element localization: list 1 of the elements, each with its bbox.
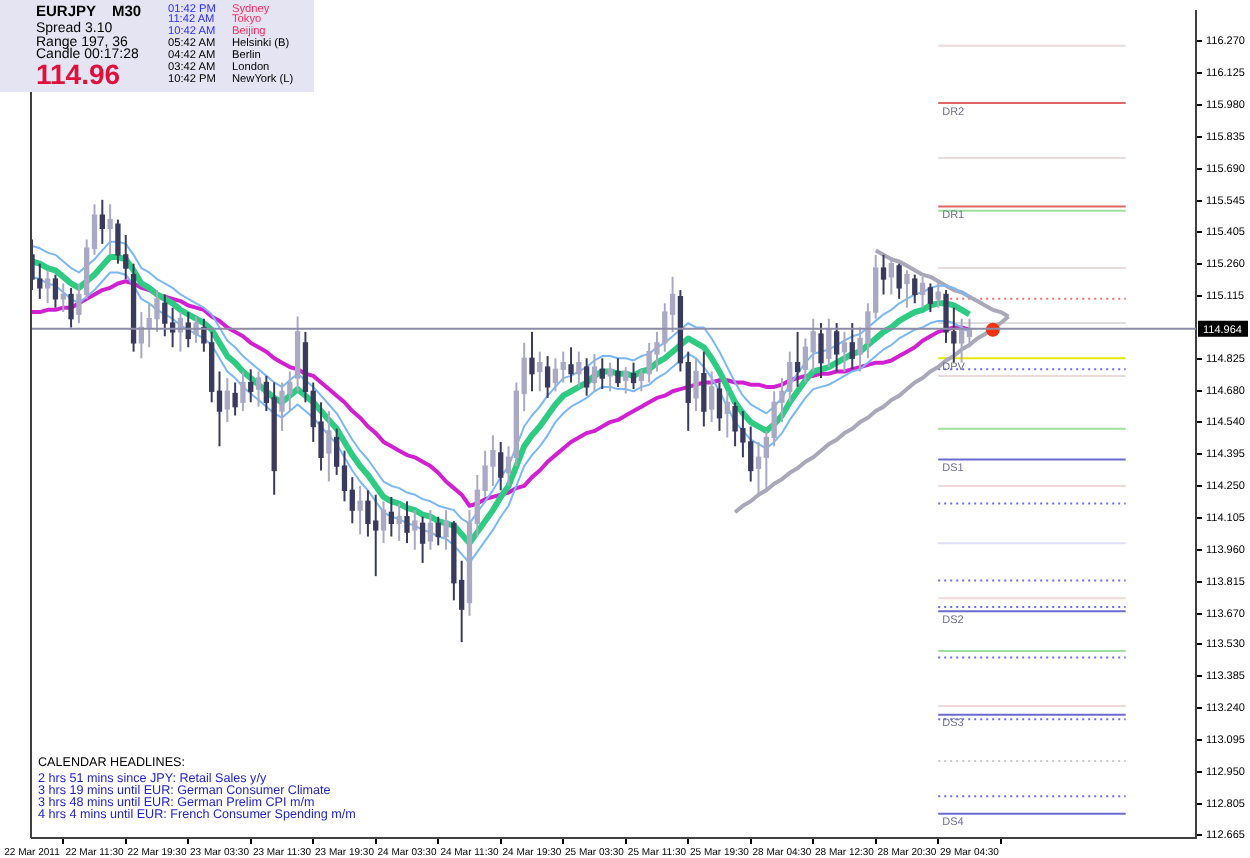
annotation: 114.96 <box>36 58 121 90</box>
